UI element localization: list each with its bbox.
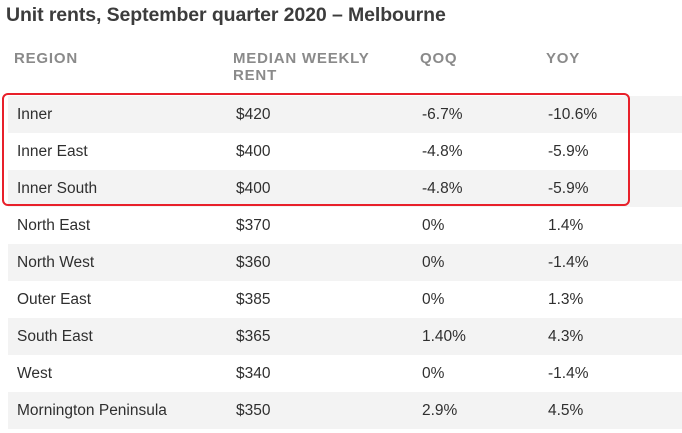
yoy-cell: -1.4%: [548, 254, 589, 271]
rent-cell: $385: [236, 291, 271, 308]
yoy-cell: 1.3%: [548, 291, 584, 308]
qoq-cell: -4.8%: [422, 180, 463, 197]
qoq-cell: -4.8%: [422, 143, 463, 160]
region-cell: Inner South: [17, 180, 98, 197]
column-header-region: REGION: [14, 50, 78, 67]
table-row: West $340 0% -1.4%: [8, 355, 682, 392]
rent-cell: $360: [236, 254, 271, 271]
yoy-cell: -10.6%: [548, 106, 598, 123]
column-header-yoy: YOY: [546, 50, 581, 67]
region-cell: North West: [17, 254, 95, 271]
rent-cell: $350: [236, 402, 271, 419]
qoq-cell: 0%: [422, 217, 445, 234]
yoy-cell: -5.9%: [548, 180, 589, 197]
table-row: Inner East $400 -4.8% -5.9%: [8, 133, 682, 170]
rent-cell: $365: [236, 328, 271, 345]
qoq-cell: 0%: [422, 291, 445, 308]
table-row: Inner South $400 -4.8% -5.9%: [8, 170, 682, 207]
rent-cell: $400: [236, 143, 271, 160]
rent-cell: $420: [236, 106, 271, 123]
region-cell: West: [17, 365, 53, 382]
table-body: Inner $420 -6.7% -10.6% Inner East $400 …: [8, 96, 682, 429]
column-header-qoq: QOQ: [420, 50, 458, 67]
qoq-cell: 1.40%: [422, 328, 466, 345]
rent-cell: $370: [236, 217, 271, 234]
region-cell: Mornington Peninsula: [17, 402, 167, 419]
yoy-cell: 4.3%: [548, 328, 584, 345]
table-header: REGION MEDIAN WEEKLY RENT QOQ YOY: [0, 50, 682, 90]
table-row: Inner $420 -6.7% -10.6%: [8, 96, 682, 133]
yoy-cell: -1.4%: [548, 365, 589, 382]
region-cell: South East: [17, 328, 93, 345]
column-header-median-weekly-rent: MEDIAN WEEKLY RENT: [233, 50, 370, 84]
table-row: Outer East $385 0% 1.3%: [8, 281, 682, 318]
rent-cell: $400: [236, 180, 271, 197]
page-title: Unit rents, September quarter 2020 – Mel…: [6, 4, 446, 26]
table-row: North West $360 0% -1.4%: [8, 244, 682, 281]
rent-cell: $340: [236, 365, 271, 382]
region-cell: Inner East: [17, 143, 88, 160]
region-cell: North East: [17, 217, 91, 234]
yoy-cell: 1.4%: [548, 217, 584, 234]
qoq-cell: 0%: [422, 254, 445, 271]
qoq-cell: 0%: [422, 365, 445, 382]
region-cell: Outer East: [17, 291, 92, 308]
table-row: Mornington Peninsula $350 2.9% 4.5%: [8, 392, 682, 429]
qoq-cell: 2.9%: [422, 402, 458, 419]
table-row: South East $365 1.40% 4.3%: [8, 318, 682, 355]
yoy-cell: -5.9%: [548, 143, 589, 160]
table-row: North East $370 0% 1.4%: [8, 207, 682, 244]
yoy-cell: 4.5%: [548, 402, 584, 419]
qoq-cell: -6.7%: [422, 106, 463, 123]
region-cell: Inner: [17, 106, 53, 123]
